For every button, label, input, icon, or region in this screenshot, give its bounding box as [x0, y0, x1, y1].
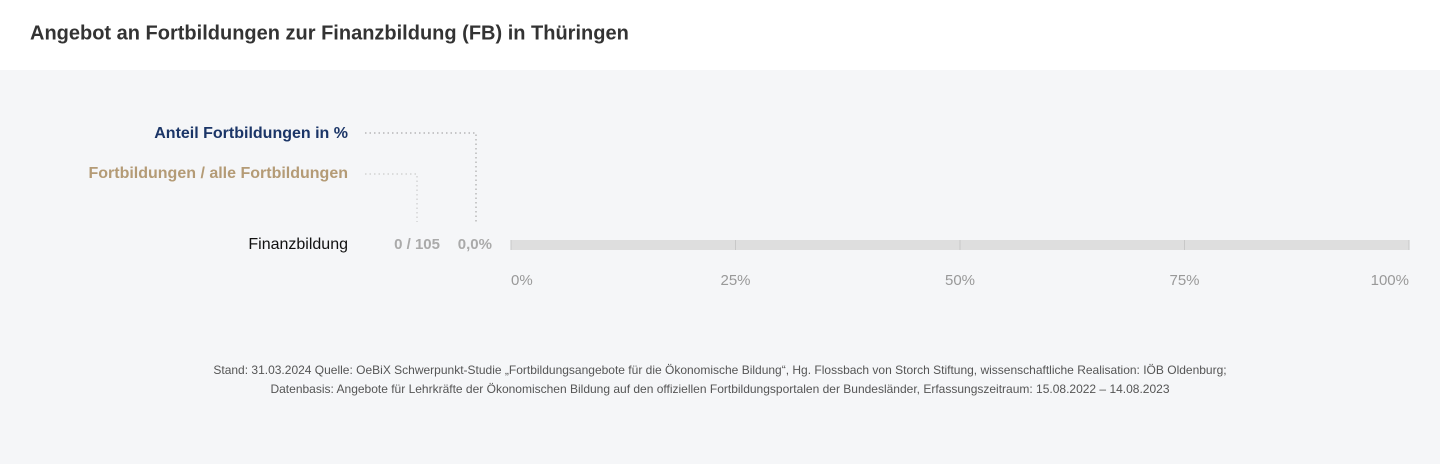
x-tick-label: 50% [945, 272, 975, 289]
header-background [0, 0, 1440, 70]
x-tick-label: 100% [1371, 272, 1409, 289]
value-label: 0,0% [458, 236, 492, 253]
count-label: 0 / 105 [394, 236, 440, 253]
x-tick-label: 25% [720, 272, 750, 289]
x-tick-label: 0% [511, 272, 533, 289]
x-tick-label: 75% [1169, 272, 1199, 289]
category-label: Finanzbildung [248, 236, 348, 253]
legend-value: Anteil Fortbildungen in % [154, 125, 348, 142]
legend-count: Fortbildungen / alle Fortbildungen [88, 165, 348, 182]
chart-title: Angebot an Fortbildungen zur Finanzbildu… [30, 22, 629, 44]
source-note: Datenbasis: Angebote für Lehrkräfte der … [270, 382, 1169, 396]
source-note: Stand: 31.03.2024 Quelle: OeBiX Schwerpu… [213, 363, 1226, 377]
legend-connector [365, 173, 418, 222]
legend-connector [365, 132, 477, 222]
